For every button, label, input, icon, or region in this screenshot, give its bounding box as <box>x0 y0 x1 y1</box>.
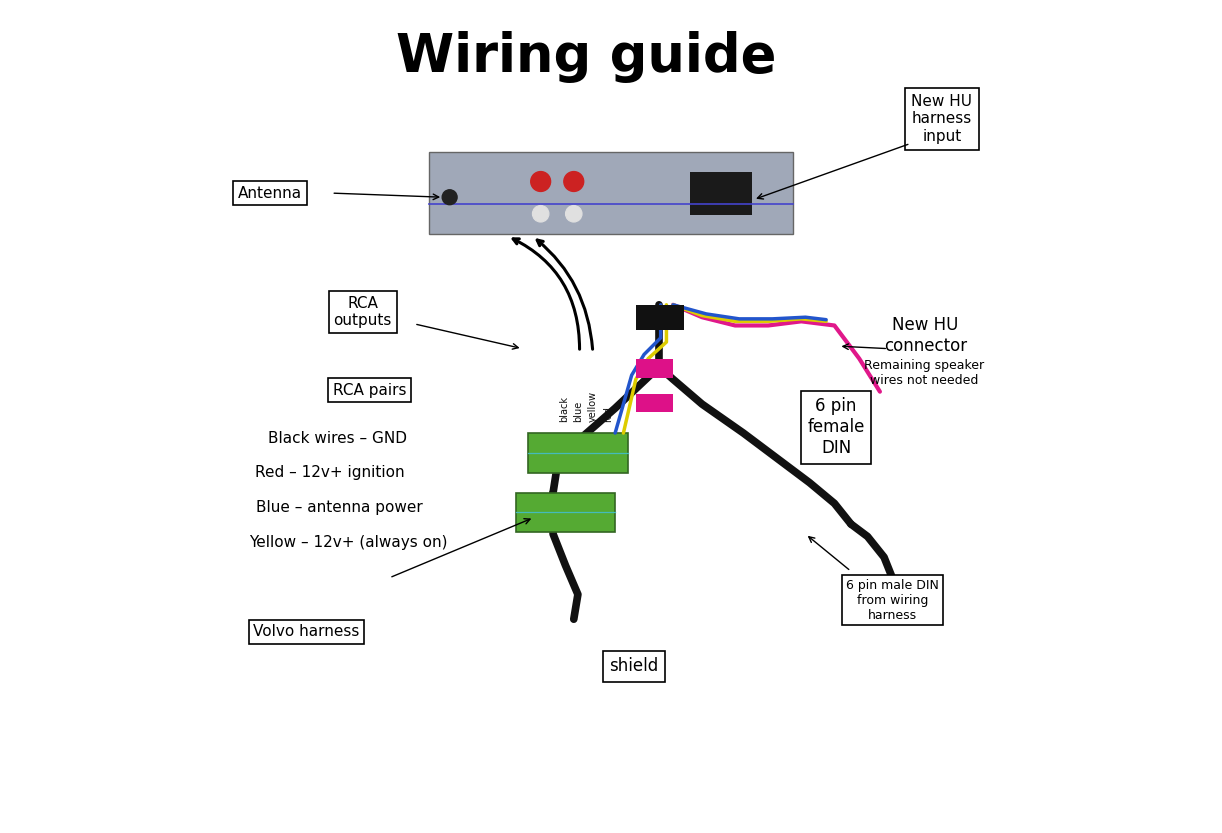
Text: Volvo harness: Volvo harness <box>253 624 359 639</box>
Text: Blue – antenna power: Blue – antenna power <box>257 500 423 515</box>
Text: Red – 12v+ ignition: Red – 12v+ ignition <box>255 466 404 481</box>
Text: Wiring guide: Wiring guide <box>396 31 776 82</box>
Text: 6 pin male DIN
from wiring
harness: 6 pin male DIN from wiring harness <box>846 579 938 621</box>
Bar <box>528 433 628 473</box>
Bar <box>429 152 793 234</box>
Circle shape <box>533 206 549 222</box>
Text: Black wires – GND: Black wires – GND <box>269 431 407 446</box>
Bar <box>635 359 673 377</box>
Text: New HU
connector: New HU connector <box>884 316 967 355</box>
Text: red: red <box>602 407 612 422</box>
Bar <box>635 394 673 412</box>
Text: shield: shield <box>610 657 659 676</box>
Text: Antenna: Antenna <box>238 186 302 201</box>
Bar <box>635 305 684 330</box>
Circle shape <box>566 206 582 222</box>
Text: black: black <box>558 397 568 422</box>
Text: New HU
harness
input: New HU harness input <box>912 94 973 143</box>
Text: yellow: yellow <box>588 392 598 422</box>
Text: Yellow – 12v+ (always on): Yellow – 12v+ (always on) <box>248 535 447 550</box>
Text: blue: blue <box>573 401 583 422</box>
Bar <box>689 172 752 216</box>
Text: RCA
outputs: RCA outputs <box>334 296 392 328</box>
Circle shape <box>442 190 457 205</box>
Circle shape <box>876 450 918 491</box>
Circle shape <box>876 396 918 437</box>
Circle shape <box>530 172 551 192</box>
Text: Remaining speaker
wires not needed: Remaining speaker wires not needed <box>864 360 984 387</box>
Circle shape <box>563 172 584 192</box>
Bar <box>516 492 615 532</box>
Text: RCA pairs: RCA pairs <box>332 382 406 397</box>
Text: 6 pin
female
DIN: 6 pin female DIN <box>808 397 865 457</box>
